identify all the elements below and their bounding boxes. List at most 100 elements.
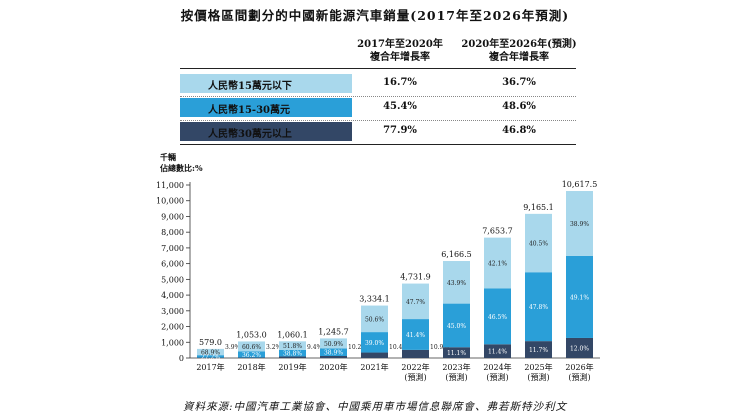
bar-segment <box>320 338 347 349</box>
segment-label: 11.1% <box>447 350 466 357</box>
bar-segment <box>197 355 224 358</box>
table-rule <box>180 144 576 145</box>
stacked-bar-chart: 0 1,000 2,000 3,000 4,000 5,000 6,000 7,000 8,00… <box>156 180 600 382</box>
chart-title: 按價格區間劃分的中國新能源汽車銷量(2017年至2026年預測) <box>180 8 570 23</box>
bar-segment <box>525 213 552 273</box>
bar-segment <box>566 337 593 358</box>
segment-label: 39.0% <box>365 340 384 347</box>
segment-label: 11.4% <box>488 349 507 356</box>
bar-total-label: 1,245.7 <box>318 327 349 336</box>
segment-label: 3.2% <box>266 344 282 351</box>
bar-segment <box>361 352 388 358</box>
cagr-header-line: 2020年至2026年(預測) <box>461 39 577 50</box>
bar-total-label: 7,653.7 <box>482 227 513 236</box>
cagr-value: 36.7% <box>502 77 536 88</box>
cagr-header-line: 複合年增長率 <box>489 52 549 63</box>
cagr-header-line: 2017年至2020年 <box>357 39 443 50</box>
bar-segment <box>566 255 593 338</box>
segment-label: 45.0% <box>447 323 466 330</box>
segment-label: 38.8% <box>283 351 302 358</box>
segment-label: 68.9% <box>201 350 220 357</box>
y-tick-label: 2,000 <box>161 323 184 332</box>
segment-label: 50.9% <box>324 341 343 348</box>
bar-total-label: 1,060.1 <box>277 330 308 339</box>
segment-label: 60.6% <box>242 344 261 351</box>
bar-segment <box>238 351 265 358</box>
segment-label: 46.5% <box>488 314 507 321</box>
segment-label: 36.2% <box>242 352 261 359</box>
cagr-value: 77.9% <box>383 125 417 136</box>
bar-segment <box>402 319 429 350</box>
bar-segment <box>238 357 265 358</box>
x-tick-label: (預測) <box>404 372 426 382</box>
bar-total-label: 4,731.9 <box>400 273 431 282</box>
bar-segment <box>525 272 552 342</box>
cagr-row: 人民幣15-30萬元 45.4% 48.6% <box>180 98 576 119</box>
row-separator <box>180 96 576 97</box>
x-tick-label: 2019年 <box>278 362 306 372</box>
segment-label: 3.9% <box>225 344 241 351</box>
x-tick-label: 2023年 <box>442 362 470 372</box>
x-tick-label: (預測) <box>486 372 508 382</box>
bar-segment <box>402 283 429 320</box>
y-tick-label: 0 <box>179 354 184 363</box>
bar-total-label: 1,053.0 <box>236 330 267 339</box>
bar-segment <box>443 303 470 348</box>
table-rule <box>180 68 576 69</box>
x-tick-label: (預測) <box>527 372 549 382</box>
x-tick-label: 2024年 <box>483 362 511 372</box>
segment-label: 40.5% <box>529 241 548 248</box>
bar-segment <box>443 347 470 358</box>
legend-swatch: 人民幣15-30萬元 <box>180 98 352 117</box>
cagr-row: 人民幣30萬元以上 77.9% 46.8% <box>180 122 576 143</box>
y-tick-label: 5,000 <box>161 275 184 284</box>
segment-label: 42.1% <box>488 260 507 267</box>
y-tick-label: 3,000 <box>161 307 184 316</box>
x-tick-label: (預測) <box>568 372 590 382</box>
bar-total-label: 10,617.5 <box>562 180 598 189</box>
x-tick-label: (預測) <box>445 372 467 382</box>
y-tick-label: 9,000 <box>161 212 184 221</box>
bar-segment <box>525 341 552 358</box>
x-tick-label: 2017年 <box>196 362 224 372</box>
x-tick-label: 2026年 <box>565 362 593 372</box>
segment-label: 11.7% <box>529 347 548 354</box>
bar-segment <box>279 341 306 350</box>
y-tick-label: 1,000 <box>161 338 184 347</box>
bar-total-label: 6,166.5 <box>441 250 472 259</box>
cagr-header-line: 複合年增長率 <box>370 52 430 63</box>
y-tick-label: 4,000 <box>161 291 184 300</box>
legend-swatch: 人民幣15萬元以下 <box>180 74 352 93</box>
segment-label: 41.4% <box>406 332 425 339</box>
cagr-value: 45.4% <box>383 101 417 112</box>
bar-segment <box>484 237 511 289</box>
bar-segment <box>320 348 347 357</box>
cagr-value: 16.7% <box>383 77 417 88</box>
bar-segment <box>402 349 429 358</box>
bar-segment <box>238 341 265 352</box>
x-tick-label: 2020年 <box>319 362 347 372</box>
row-separator <box>180 120 576 121</box>
segment-label: 49.1% <box>570 294 589 301</box>
source-note: 資料來源:中國汽車工業協會、中國乘用車市場信息聯席會、弗若斯特沙利文 <box>182 401 568 413</box>
segment-label: 12.0% <box>570 345 589 352</box>
segment-label: 43.9% <box>447 280 466 287</box>
legend-label: 人民幣15-30萬元 <box>208 105 290 116</box>
cagr-row: 人民幣15萬元以下 16.7% 36.7% <box>180 74 576 95</box>
segment-label: 38.9% <box>324 350 343 357</box>
bar-segment <box>484 344 511 358</box>
segment-label: 51.8% <box>283 343 302 350</box>
bar-segment <box>361 332 388 353</box>
bar-total-label: 3,334.1 <box>359 295 390 304</box>
x-tick-label: 2022年 <box>401 362 429 372</box>
cagr-value: 46.8% <box>502 125 536 136</box>
cagr-header-2020-2026: 2020年至2026年(預測) 複合年增長率 <box>454 38 584 64</box>
bar-total-label: 579.0 <box>199 338 222 347</box>
bar-segment <box>443 261 470 304</box>
segment-label: 27.2% <box>201 354 220 361</box>
segment-label: 10.4% <box>389 344 408 351</box>
segment-label: 9.4% <box>307 344 323 351</box>
bar-segment <box>320 356 347 358</box>
x-tick-label: 2025年 <box>524 362 552 372</box>
legend-label: 人民幣15萬元以下 <box>208 81 292 92</box>
